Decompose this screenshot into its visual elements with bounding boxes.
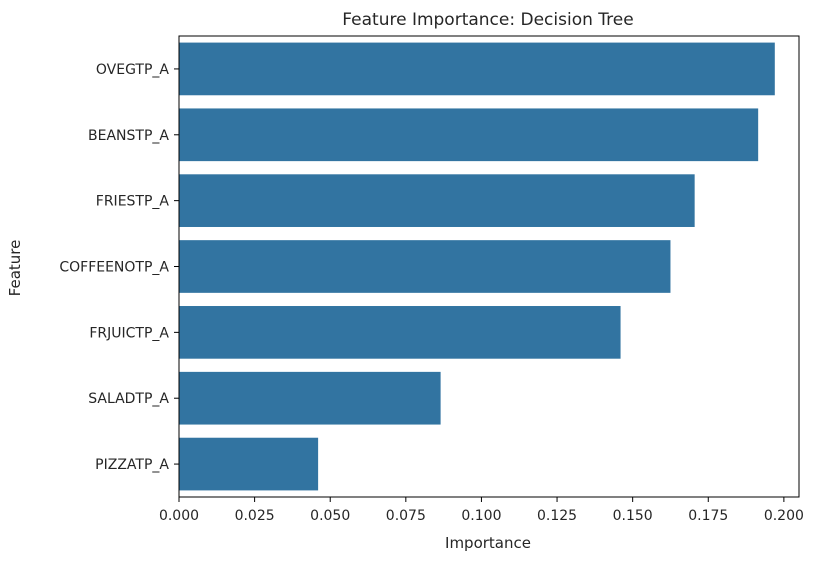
y-tick-label: OVEGTP_A [96, 62, 170, 78]
x-ticks-group: 0.000 0.025 0.050 0.075 0.100 0.125 0.150 0.175… [159, 497, 804, 524]
y-tick-label: COFFEENOTP_A [59, 260, 169, 276]
bar-beanstp-a [179, 108, 759, 162]
chart-title: Feature Importance: Decision Tree [342, 10, 633, 30]
y-tick-label: FRJUICTP_A [89, 325, 169, 341]
bars-group [179, 42, 775, 491]
x-tick-label: 0.025 [235, 508, 275, 524]
x-tick-label: 0.100 [461, 508, 501, 524]
plot-frame [178, 35, 800, 498]
y-ticks-group: OVEGTP_A BEANSTP_A FRIESTP_A COFFEENOTP_A FR… [59, 62, 179, 473]
bar-friestp-a [179, 174, 695, 227]
bar-coffeenotp-a [179, 240, 671, 293]
bar-frjuictp-a [179, 306, 621, 359]
x-tick-label: 0.150 [613, 508, 653, 524]
x-tick-label: 0.200 [764, 508, 804, 524]
bar-ovegtp-a [179, 42, 775, 96]
y-axis-label: Feature [6, 240, 24, 297]
x-tick-label: 0.000 [159, 508, 199, 524]
bar-pizzatp-a [179, 437, 319, 491]
x-tick-label: 0.075 [386, 508, 426, 524]
bar-saladtp-a [179, 371, 441, 425]
y-tick-label: FRIESTP_A [96, 194, 170, 210]
x-tick-label: 0.175 [688, 508, 728, 524]
y-tick-label: BEANSTP_A [88, 128, 169, 144]
y-tick-label: SALADTP_A [88, 391, 169, 407]
x-tick-label: 0.050 [310, 508, 350, 524]
y-tick-label: PIZZATP_A [95, 457, 169, 473]
x-tick-label: 0.125 [537, 508, 577, 524]
x-axis-label: Importance [445, 534, 531, 552]
